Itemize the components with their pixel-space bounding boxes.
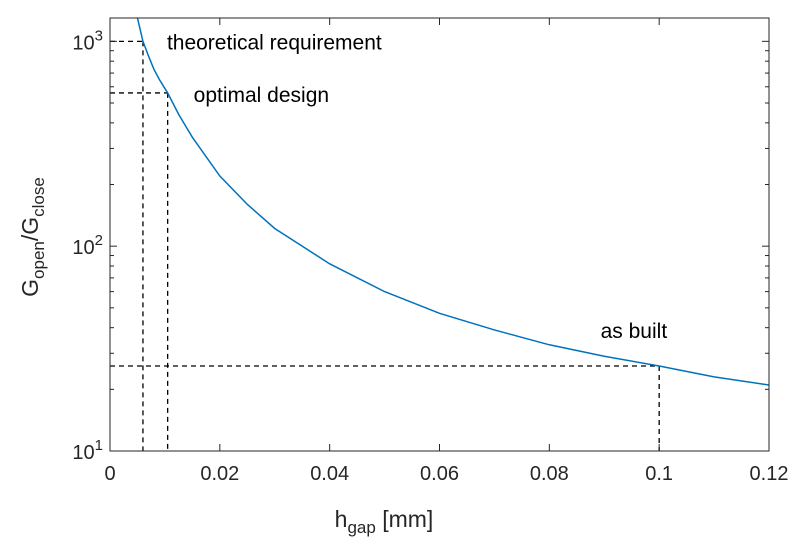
x-axis-label-main: h	[335, 506, 348, 532]
x-axis-ticks: 0 0.02 0.04 0.06 0.08 0.1 0.12	[104, 18, 788, 485]
x-tick-label: 0.06	[420, 463, 459, 485]
x-tick-label: 0.12	[750, 463, 789, 485]
y-axis-ticks: 101 102 103	[72, 27, 769, 464]
reference-lines	[110, 40, 660, 451]
annotation-label-1: optimal design	[194, 84, 329, 107]
y-axis-label: Gopen/Gclose	[17, 177, 48, 297]
y-tick-label: 103	[72, 27, 103, 54]
y-tick-label: 101	[72, 437, 103, 464]
y-axis-label-sub-close: close	[29, 177, 48, 217]
x-tick-label: 0.1	[645, 463, 673, 485]
x-tick-label: 0.02	[200, 463, 239, 485]
x-tick-label: 0	[104, 463, 115, 485]
x-axis-label: hgap [mm]	[335, 506, 434, 537]
y-axis-label-main: G	[17, 279, 43, 297]
x-axis-label-sub: gap	[347, 518, 375, 537]
annotation-label-2: as built	[601, 320, 668, 343]
series-line-0	[136, 18, 769, 386]
y-axis-label-sub-open: open	[29, 241, 48, 279]
annotations: theoretical requirement optimal design as …	[167, 31, 667, 343]
x-tick-label: 0.08	[530, 463, 569, 485]
annotation-label-0: theoretical requirement	[167, 31, 382, 54]
y-axis-label-mid: /G	[17, 217, 43, 241]
series-group	[136, 18, 769, 386]
x-axis-label-suffix: [mm]	[376, 506, 434, 532]
y-tick-label: 102	[72, 232, 103, 259]
x-tick-label: 0.04	[310, 463, 349, 485]
